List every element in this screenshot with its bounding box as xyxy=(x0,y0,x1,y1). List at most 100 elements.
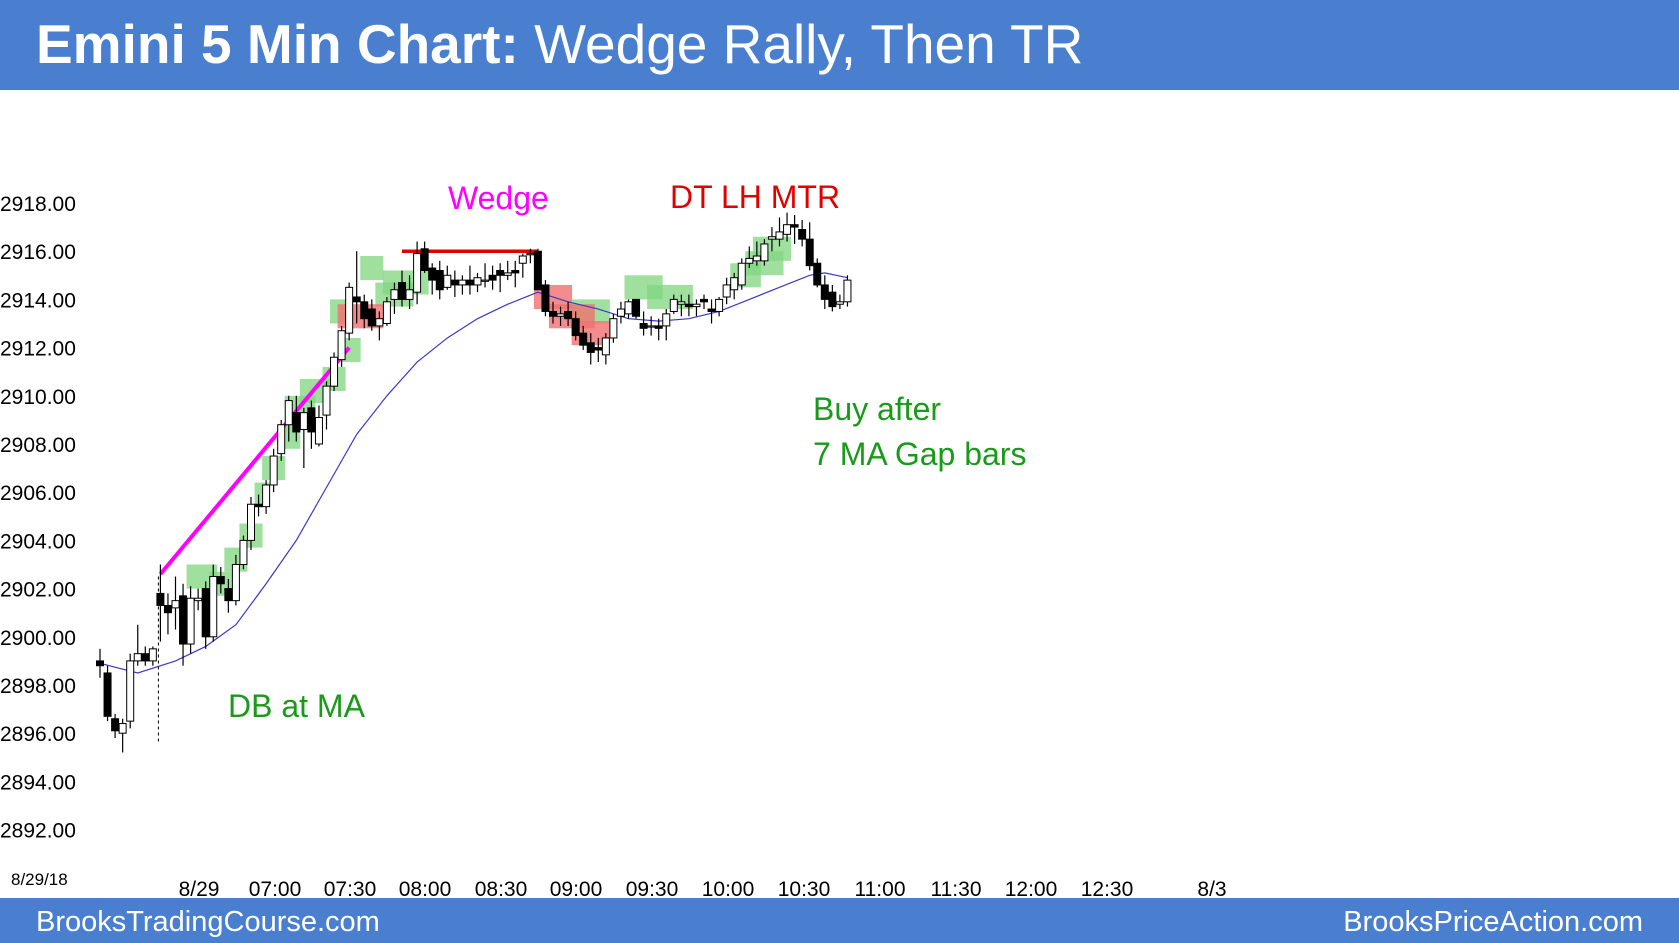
y-tick-label: 2896.00 xyxy=(0,723,76,746)
y-tick-label: 2898.00 xyxy=(0,675,76,698)
candle-bull xyxy=(722,284,731,298)
candle-bear xyxy=(586,342,595,353)
y-tick-label: 2894.00 xyxy=(0,771,76,794)
candle-bull xyxy=(616,308,625,317)
y-tick-label: 2902.00 xyxy=(0,579,76,602)
candle-bear xyxy=(292,412,301,433)
candle-bull xyxy=(745,257,754,264)
candle-bull xyxy=(503,272,512,276)
candle-bull xyxy=(715,298,724,312)
candle-bear xyxy=(541,284,550,312)
candle-bull xyxy=(609,318,618,339)
trend-lines xyxy=(99,249,848,743)
candle-bear xyxy=(700,298,708,303)
x-tick-label: 12:00 xyxy=(1005,878,1058,898)
candle-bull xyxy=(835,301,844,305)
candle-bull xyxy=(375,318,384,327)
annotations: Wedge DT LH MTR DB at MA Buy after 7 MA Gap … xyxy=(228,179,1026,724)
signal-box-green xyxy=(360,256,384,281)
candle-bear xyxy=(496,269,505,276)
candle-bear xyxy=(352,296,361,303)
candle-bull xyxy=(783,224,792,235)
y-axis: 2918.00 2916.00 2914.00 2912.00 2910.00 2908.… xyxy=(0,193,76,843)
candle-bull xyxy=(330,356,339,387)
candle-bull xyxy=(730,277,739,291)
candle-bear xyxy=(224,588,233,602)
candle-bull xyxy=(737,262,746,286)
candle-bull xyxy=(186,597,195,645)
y-tick-label: 2900.00 xyxy=(0,627,76,650)
candle-bull xyxy=(669,298,678,312)
candle-bear xyxy=(511,269,520,274)
candle-bear xyxy=(707,308,716,312)
y-tick-label: 2916.00 xyxy=(0,241,76,264)
candle-bull xyxy=(277,424,286,455)
candle-bear xyxy=(307,407,316,433)
x-tick-label: 08:30 xyxy=(475,878,528,898)
candle-bear xyxy=(798,229,807,240)
candle-bull xyxy=(247,503,255,541)
y-tick-label: 2912.00 xyxy=(0,338,76,361)
candle-bear xyxy=(428,267,437,281)
candle-bear xyxy=(435,269,444,291)
candle-bull xyxy=(231,564,240,602)
footer-right-link[interactable]: BrooksPriceAction.com xyxy=(1343,906,1643,938)
wedge-trend-line xyxy=(158,346,351,576)
candle-bull xyxy=(118,723,127,734)
candle-bear xyxy=(632,298,641,317)
y-tick-label: 2908.00 xyxy=(0,434,76,457)
candle-bull xyxy=(843,279,852,303)
candle-bear xyxy=(201,588,210,638)
x-tick-label: 11:00 xyxy=(855,878,906,898)
candle-bear xyxy=(639,323,648,329)
candle-bull xyxy=(458,279,467,286)
x-axis: 8/29 07:00 07:30 08:00 08:30 09:00 09:30 10:00 1… xyxy=(11,870,1227,898)
y-tick-label: 2918.00 xyxy=(0,193,76,216)
x-tick-label: 10:00 xyxy=(702,878,755,898)
candle-bull xyxy=(473,277,482,286)
candle-bull xyxy=(556,313,565,317)
y-tick-label: 2892.00 xyxy=(0,820,76,843)
candle-bull xyxy=(760,243,769,262)
x-tick-label: 08:00 xyxy=(399,878,452,898)
candle-bear xyxy=(216,576,225,585)
candle-bull xyxy=(209,576,218,638)
candle-bear xyxy=(450,279,459,286)
candle-bear xyxy=(103,672,112,717)
candle-bear xyxy=(141,653,150,662)
x-tick-label: 09:00 xyxy=(550,878,603,898)
x-tick-label: 8/29 xyxy=(179,878,220,898)
candle-bear xyxy=(579,332,588,346)
candle-bull xyxy=(239,539,248,565)
candle-bull xyxy=(337,330,346,361)
candle-bull xyxy=(382,301,391,324)
candle-bull xyxy=(767,236,776,240)
candle-bear xyxy=(533,250,542,291)
candle-bull xyxy=(443,274,452,288)
candle-bear xyxy=(488,274,497,281)
footer-banner: BrooksTradingCourse.com BrooksPriceActio… xyxy=(0,898,1679,943)
footer-left-link[interactable]: BrooksTradingCourse.com xyxy=(36,906,380,938)
candlestick-chart: 2918.00 2916.00 2914.00 2912.00 2910.00 2908.… xyxy=(0,179,1227,898)
candle-bear xyxy=(420,248,429,271)
candle-bull xyxy=(133,653,142,662)
candle-bull xyxy=(413,253,422,293)
candle-bear xyxy=(254,503,263,508)
date-label: 8/29/18 xyxy=(11,870,68,889)
candle-bull xyxy=(345,286,354,334)
candle-bull xyxy=(299,412,308,431)
candle-bull xyxy=(262,484,271,508)
annotation-buy-after: Buy after xyxy=(813,391,941,427)
candle-bear xyxy=(805,238,814,267)
candle-bull xyxy=(194,597,203,602)
x-tick-label: 8/3 xyxy=(1197,878,1226,898)
candle-bear xyxy=(571,318,580,337)
y-tick-label: 2910.00 xyxy=(0,386,76,409)
candle-bull xyxy=(775,231,784,240)
annotation-db-at-ma: DB at MA xyxy=(228,688,366,724)
candle-bear xyxy=(549,310,557,317)
candle-bear xyxy=(594,347,603,351)
candle-bear xyxy=(684,303,693,308)
candle-bear xyxy=(360,301,369,320)
candle-bull xyxy=(677,301,686,305)
